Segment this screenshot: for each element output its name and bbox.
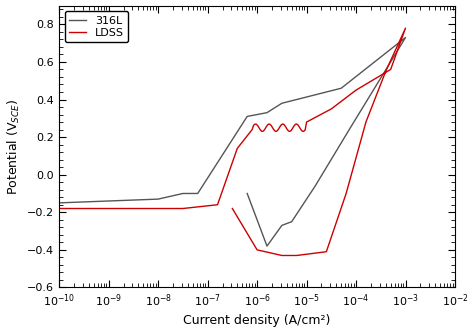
316L [56,201,62,205]
LDSS [60,206,65,210]
316L [264,244,270,248]
LDSS [392,49,398,53]
Y-axis label: Potential (V$_{SCE}$): Potential (V$_{SCE}$) [6,99,22,194]
Legend: 316L, LDSS: 316L, LDSS [65,11,128,42]
LDSS [56,206,62,210]
LDSS [229,206,235,210]
LDSS [324,250,329,254]
LDSS [403,26,409,30]
LDSS [366,113,372,117]
Line: LDSS: LDSS [59,28,406,255]
316L [387,48,392,52]
LDSS [294,253,300,257]
316L [392,52,398,56]
Line: 316L: 316L [59,38,406,246]
316L [403,36,409,40]
316L [245,191,250,195]
LDSS [148,206,154,210]
316L [361,69,366,73]
X-axis label: Current density (A/cm²): Current density (A/cm²) [183,314,331,327]
LDSS [235,147,240,151]
316L [83,200,89,204]
316L [261,236,267,240]
316L [389,58,395,62]
